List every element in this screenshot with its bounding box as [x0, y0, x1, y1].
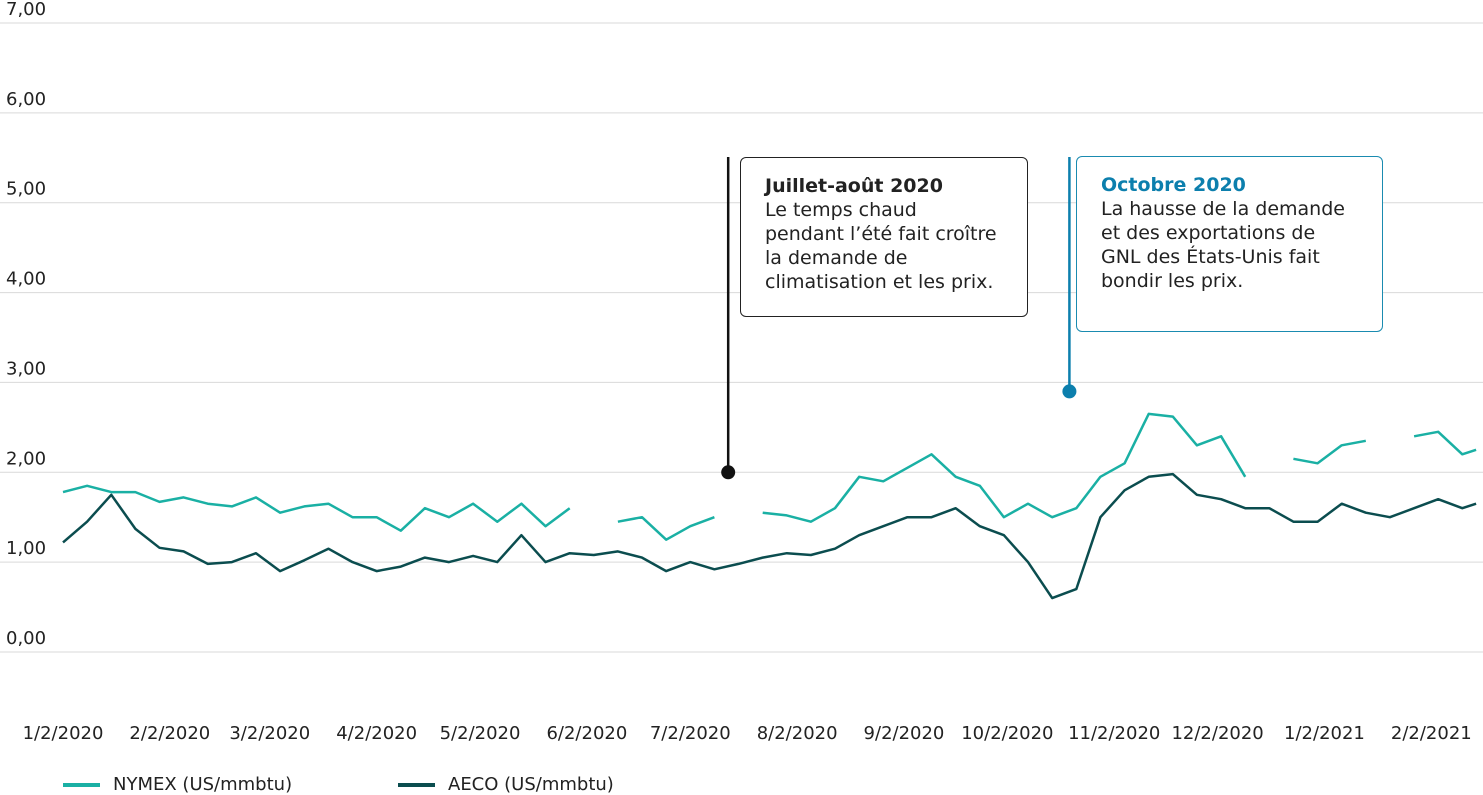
x-tick-label: 4/2/2020	[336, 723, 417, 744]
annotation-point	[1062, 384, 1077, 399]
x-tick-label: 3/2/2020	[229, 723, 310, 744]
annotation-title: Octobre 2020	[1101, 174, 1246, 196]
x-tick-label: 10/2/2020	[961, 723, 1053, 744]
y-tick-label: 3,00	[6, 358, 46, 379]
annotation-text: La hausse de la demande	[1101, 198, 1345, 220]
x-tick-label: 6/2/2020	[546, 723, 627, 744]
x-tick-label: 1/2/2020	[23, 723, 104, 744]
annotation-text: climatisation et les prix.	[765, 271, 994, 293]
annotation-title: Juillet-août 2020	[765, 175, 943, 197]
annotation-text: la demande de	[765, 247, 908, 269]
annotation-point	[721, 465, 736, 480]
series-line	[62, 412, 1477, 541]
x-tick-label: 7/2/2020	[650, 723, 731, 744]
annotation-text: bondir les prix.	[1101, 270, 1244, 292]
y-tick-label: 6,00	[6, 89, 46, 110]
x-tick-label: 9/2/2020	[864, 723, 945, 744]
x-tick-label: 5/2/2020	[440, 723, 521, 744]
legend-label: AECO (US/mmbtu)	[448, 774, 614, 795]
y-tick-label: 5,00	[6, 179, 46, 200]
annotation-text: et des exportations de	[1101, 222, 1316, 244]
y-tick-label: 4,00	[6, 269, 46, 290]
annotation-text: Le temps chaud	[765, 199, 917, 221]
y-tick-label: 7,00	[6, 0, 46, 20]
x-tick-label: 1/2/2021	[1284, 723, 1365, 744]
annotation-box: Octobre 2020 La hausse de la demande et de…	[1076, 156, 1383, 332]
legend-label: NYMEX (US/mmbtu)	[113, 774, 292, 795]
annotation-box: Juillet-août 2020 Le temps chaud pendant l…	[740, 157, 1028, 317]
y-tick-label: 2,00	[6, 448, 46, 469]
y-tick-label: 1,00	[6, 538, 46, 559]
x-tick-label: 11/2/2020	[1068, 723, 1160, 744]
series-line	[62, 472, 1477, 600]
x-tick-label: 2/2/2021	[1391, 723, 1472, 744]
y-tick-label: 0,00	[6, 628, 46, 649]
x-tick-label: 2/2/2020	[129, 723, 210, 744]
annotation-text: pendant l’été fait croître	[765, 223, 997, 245]
annotation-text: GNL des États-Unis fait	[1101, 246, 1320, 268]
x-tick-label: 8/2/2020	[757, 723, 838, 744]
x-tick-label: 12/2/2020	[1171, 723, 1263, 744]
